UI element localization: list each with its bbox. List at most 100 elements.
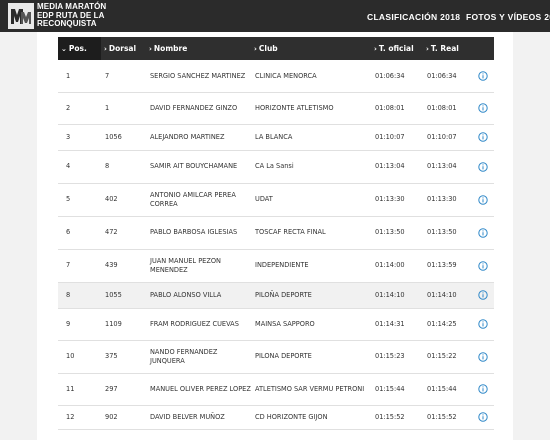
cell-dorsal: 297 <box>105 384 118 393</box>
info-circle-icon[interactable] <box>478 384 488 394</box>
cell-club: HORIZONTE ATLETISMO <box>255 103 334 112</box>
info-circle-icon[interactable] <box>478 71 488 81</box>
info-circle-icon[interactable] <box>478 161 488 172</box>
cell-real: 01:15:52 <box>427 412 457 421</box>
info-circle-icon[interactable] <box>478 412 488 422</box>
cell-dorsal: 1109 <box>105 319 122 328</box>
cell-pos: 4 <box>66 162 71 171</box>
row-info-cell <box>471 405 494 429</box>
nav-clasificacion-2018[interactable]: CLASIFICACIÓN 2018 <box>367 12 461 22</box>
cell-oficial: 01:15:23 <box>375 352 405 361</box>
column-header-pos[interactable]: ⌄ Pos. <box>58 37 101 60</box>
cell-real: 01:08:01 <box>427 103 457 112</box>
info-circle-icon[interactable] <box>478 132 488 142</box>
cell-club: MAINSA SAPPORO <box>255 319 315 328</box>
cell-club: LA BLANCA <box>255 132 293 141</box>
info-circle-icon[interactable] <box>478 194 488 205</box>
cell-oficial: 01:06:34 <box>375 71 405 80</box>
cell-dorsal: 1055 <box>105 290 122 299</box>
cell-real: 01:13:04 <box>427 162 457 171</box>
brand-line-3: RECONQUISTA <box>37 19 97 28</box>
column-header-t-oficial[interactable]: › T. oficial <box>374 44 414 53</box>
cell-pos: 2 <box>66 103 71 112</box>
cell-nombre: FRAM RODRIGUEZ CUEVAS <box>150 319 239 328</box>
table-row[interactable]: 4 8 SAMIR AIT BOUYCHAMANE CA La Sansi 01:13:… <box>58 150 494 183</box>
cell-dorsal: 472 <box>105 228 118 237</box>
table-row[interactable]: 10 375 NANDO FERNANDEZ JUNQUERA PILONA DEPO… <box>58 340 494 373</box>
cell-real: 01:15:44 <box>427 384 457 393</box>
column-header-info <box>471 37 494 60</box>
table-row[interactable]: 11 297 MANUEL OLIVER PEREZ LOPEZ ATLETISMO … <box>58 373 494 405</box>
cell-pos: 3 <box>66 132 71 141</box>
cell-dorsal: 402 <box>105 195 118 204</box>
cell-real: 01:13:59 <box>427 261 457 270</box>
row-info-cell <box>471 150 494 183</box>
row-info-cell <box>471 340 494 373</box>
info-circle-icon[interactable] <box>478 351 488 362</box>
row-info-cell <box>471 92 494 124</box>
info-circle-icon[interactable] <box>478 260 488 271</box>
info-circle-icon[interactable] <box>478 227 488 238</box>
cell-oficial: 01:14:10 <box>375 290 405 299</box>
table-row[interactable]: 8 1055 PABLO ALONSO VILLA PILOÑA DEPORTE 01:… <box>58 282 494 308</box>
cell-nombre: MANUEL OLIVER PEREZ LOPEZ <box>150 384 251 393</box>
cell-pos: 1 <box>66 71 71 80</box>
brand-line-1: MEDIA MARATÓN <box>37 2 107 11</box>
table-row[interactable]: 3 1056 ALEJANDRO MARTINEZ LA BLANCA 01:10:07… <box>58 124 494 150</box>
cell-real: 01:06:34 <box>427 71 457 80</box>
cell-real: 01:14:25 <box>427 319 457 328</box>
nav-fotos-videos[interactable]: FOTOS Y VÍDEOS 201 <box>466 12 550 22</box>
results-panel: ⌄ Pos. › Dorsal › Nombre › Club › T. oficial … <box>37 32 513 440</box>
cell-real: 01:14:10 <box>427 290 457 299</box>
cell-real: 01:10:07 <box>427 132 457 141</box>
table-row[interactable]: 1 7 SERGIO SANCHEZ MARTINEZ CLINICA MENORCA… <box>58 60 494 92</box>
top-navigation-bar: MEDIA MARATÓN EDP RUTA DE LA RECONQUISTA… <box>0 0 550 32</box>
info-circle-icon[interactable] <box>478 319 488 329</box>
cell-oficial: 01:13:04 <box>375 162 405 171</box>
cell-nombre: ANTONIO AMILCAR PEREA CORREA <box>150 191 236 208</box>
cell-nombre: DAVID BELVER MUÑOZ <box>150 412 225 421</box>
cell-pos: 9 <box>66 319 71 328</box>
cell-real: 01:13:50 <box>427 228 457 237</box>
table-row[interactable]: 2 1 DAVID FERNANDEZ GINZO HORIZONTE ATLETIS… <box>58 92 494 124</box>
column-header-club[interactable]: › Club <box>254 44 278 53</box>
column-header-t-real[interactable]: › T. Real <box>426 44 459 53</box>
cell-pos: 7 <box>66 261 71 270</box>
cell-nombre: SAMIR AIT BOUYCHAMANE <box>150 162 238 171</box>
brand-line-2: EDP RUTA DE LA <box>37 10 105 20</box>
table-row[interactable]: 9 1109 FRAM RODRIGUEZ CUEVAS MAINSA SAPPORO… <box>58 308 494 340</box>
row-info-cell <box>471 308 494 340</box>
cell-oficial: 01:10:07 <box>375 132 405 141</box>
row-info-cell <box>471 60 494 92</box>
info-circle-icon[interactable] <box>478 103 488 113</box>
chevron-right-icon: › <box>149 45 152 53</box>
cell-nombre: SERGIO SANCHEZ MARTINEZ <box>150 71 246 80</box>
chevron-right-icon: › <box>426 45 429 53</box>
brand-title[interactable]: MEDIA MARATÓN EDP RUTA DE LA RECONQUISTA <box>37 2 107 29</box>
cell-dorsal: 1056 <box>105 132 122 141</box>
chevron-right-icon: › <box>254 45 257 53</box>
cell-dorsal: 902 <box>105 412 118 421</box>
row-info-cell <box>471 124 494 150</box>
row-info-cell <box>471 249 494 282</box>
cell-oficial: 01:08:01 <box>375 103 405 112</box>
table-row[interactable]: 6 472 PABLO BARBOSA IGLESIAS TOSCAF RECTA F… <box>58 216 494 249</box>
cell-dorsal: 375 <box>105 352 118 361</box>
table-header-row: ⌄ Pos. › Dorsal › Nombre › Club › T. oficial … <box>58 37 494 60</box>
table-row[interactable]: 12 902 DAVID BELVER MUÑOZ CD HORIZONTE GIJO… <box>58 405 494 429</box>
table-row[interactable]: 5 402 ANTONIO AMILCAR PEREA CORREA UDAT 01:1… <box>58 183 494 216</box>
cell-pos: 8 <box>66 290 71 299</box>
column-header-dorsal[interactable]: › Dorsal <box>104 44 137 53</box>
info-circle-icon[interactable] <box>478 290 488 300</box>
cell-club: PILOÑA DEPORTE <box>255 290 312 299</box>
cell-nombre: PABLO ALONSO VILLA <box>150 290 222 299</box>
results-table: ⌄ Pos. › Dorsal › Nombre › Club › T. oficial … <box>58 37 494 430</box>
cell-oficial: 01:15:52 <box>375 412 405 421</box>
chevron-right-icon: › <box>374 45 377 53</box>
mm-logo-icon[interactable] <box>8 3 34 29</box>
cell-club: CD HORIZONTE GIJON <box>255 412 328 421</box>
cell-real: 01:13:30 <box>427 195 457 204</box>
cell-pos: 11 <box>66 384 75 393</box>
table-row[interactable]: 7 439 JUAN MANUEL PEZON MENENDEZ INDEPENDIE… <box>58 249 494 282</box>
column-header-nombre[interactable]: › Nombre <box>149 44 188 53</box>
